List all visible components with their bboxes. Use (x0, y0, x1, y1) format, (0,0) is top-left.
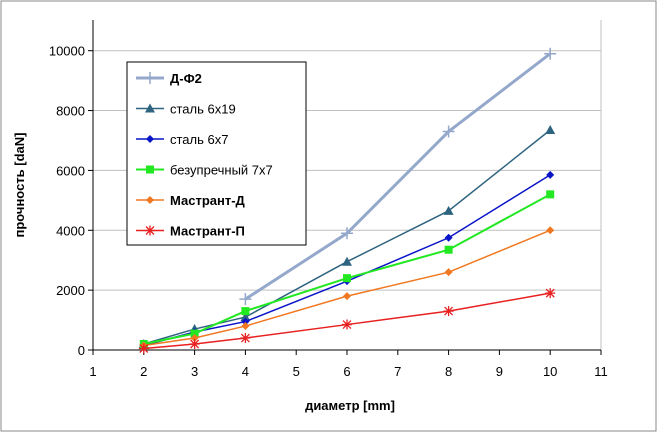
x-tick-label: 5 (293, 364, 300, 379)
data-point (190, 334, 199, 343)
data-point (241, 317, 250, 326)
x-tick-label: 9 (496, 364, 503, 379)
legend-item: сталь 6x19 (136, 102, 236, 117)
data-point (146, 196, 154, 204)
series-line (143, 193, 551, 345)
data-point (189, 339, 200, 350)
data-point (544, 47, 557, 60)
data-point (190, 329, 199, 338)
data-point (145, 103, 155, 113)
data-point (442, 125, 455, 138)
data-point (145, 225, 155, 236)
data-point (444, 233, 453, 242)
legend-label: сталь 6x19 (170, 102, 236, 117)
data-point (146, 135, 154, 143)
data-point (241, 322, 250, 331)
legend-label: безупречный 7x7 (170, 163, 273, 178)
data-point (342, 256, 352, 266)
legend-box (126, 61, 307, 246)
legend-item: сталь 6x7 (136, 132, 228, 147)
x-axis-label: диаметр [mm] (305, 398, 395, 413)
x-tick-label: 7 (394, 364, 401, 379)
data-point (545, 288, 556, 299)
y-tick-label: 8000 (56, 104, 85, 119)
data-point (444, 268, 453, 277)
data-point (341, 227, 353, 240)
data-point (545, 125, 556, 135)
legend: Д-Ф2 сталь 6x19 сталь 6x7 безупречный 7x7 Ма… (126, 61, 307, 246)
data-point (240, 333, 251, 344)
data-point (444, 245, 453, 254)
x-tick-label: 8 (445, 364, 452, 379)
legend-item: Мастрант-Д (136, 193, 246, 208)
data-point (342, 319, 352, 330)
y-axis-label: прочность [daN] (12, 133, 27, 238)
x-tick-label: 11 (594, 364, 608, 379)
series-line (143, 229, 551, 347)
x-tick-label: 4 (242, 364, 249, 379)
x-tick-label: 2 (140, 364, 147, 379)
legend-label: Д-Ф2 (170, 71, 202, 86)
series-line (244, 52, 552, 301)
legend-item: Мастрант-П (136, 224, 245, 239)
data-point (138, 343, 149, 354)
y-tick-label: 4000 (56, 223, 85, 238)
legend-label: Мастрант-П (170, 224, 245, 239)
x-tick-label: 1 (89, 364, 96, 379)
series-line (143, 129, 551, 345)
x-tick-label: 3 (191, 364, 198, 379)
data-point (144, 72, 156, 84)
data-point (546, 170, 555, 179)
legend-label: Мастрант-Д (170, 193, 246, 208)
y-tick-label: 0 (78, 343, 85, 358)
y-tick-label: 10000 (49, 44, 85, 59)
series-line (143, 292, 551, 350)
series-0 (239, 47, 557, 306)
legend-item: Д-Ф2 (136, 71, 202, 86)
data-point (241, 307, 250, 316)
data-point (546, 190, 555, 199)
x-tick-label: 10 (543, 364, 557, 379)
y-tick-label: 2000 (56, 283, 85, 298)
data-point (546, 226, 555, 235)
series-5 (138, 288, 556, 354)
y-tick-label: 6000 (56, 163, 85, 178)
legend-item: безупречный 7x7 (136, 163, 273, 178)
data-point (146, 165, 154, 174)
data-point (443, 306, 454, 317)
x-tick-label: 6 (343, 364, 350, 379)
data-point (443, 205, 454, 215)
data-point (343, 292, 351, 301)
data-point (343, 274, 351, 283)
legend-label: сталь 6x7 (170, 132, 228, 147)
data-point (240, 312, 251, 322)
data-point (239, 293, 252, 306)
